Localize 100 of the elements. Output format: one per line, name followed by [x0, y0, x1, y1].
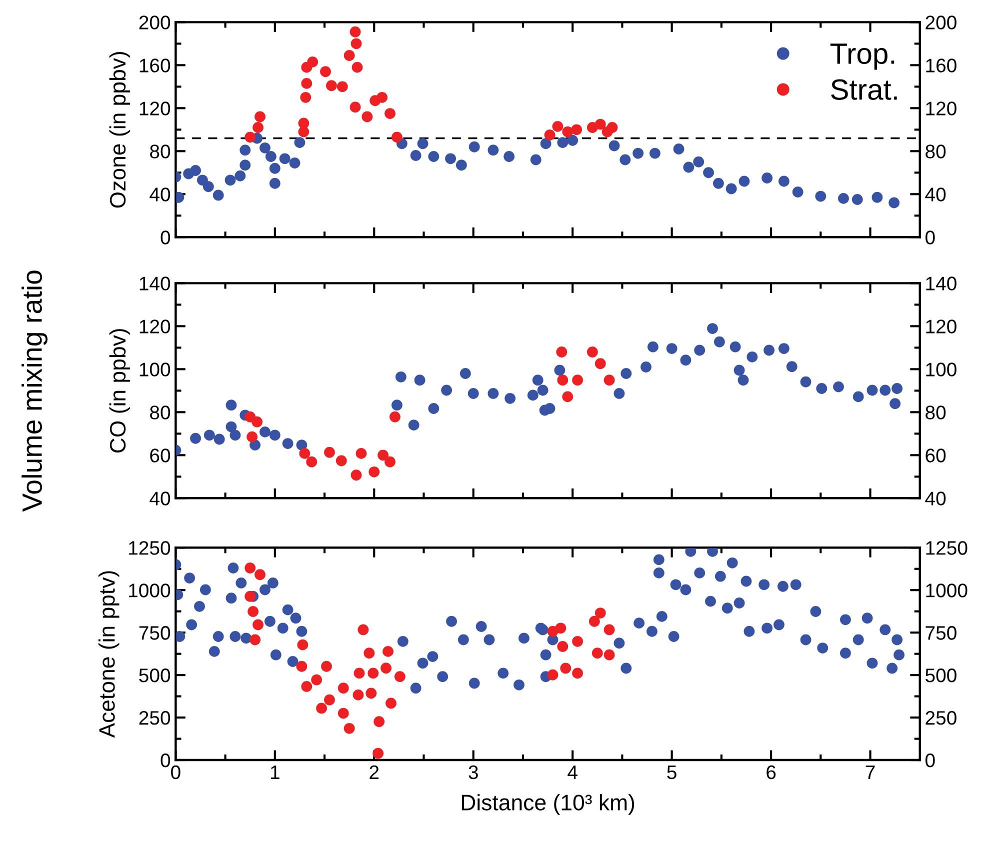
y2-tick-label: 160 [926, 58, 956, 72]
point [384, 456, 396, 468]
point [852, 194, 863, 205]
point [316, 702, 328, 714]
point [488, 144, 499, 156]
point [800, 376, 812, 388]
point [594, 118, 606, 130]
y-tick-label: 40 [150, 492, 170, 506]
point [252, 122, 264, 133]
point [604, 624, 615, 636]
point [344, 722, 355, 734]
point [252, 619, 264, 630]
y2-tick-label: 0 [926, 230, 935, 244]
point [390, 411, 400, 422]
point [712, 178, 724, 189]
point [321, 660, 332, 672]
point [680, 354, 692, 366]
x-tick-label: 5 [667, 766, 676, 780]
point [366, 688, 377, 699]
point [358, 624, 369, 636]
point [604, 649, 615, 660]
point [640, 362, 652, 372]
point [414, 374, 426, 386]
point [254, 569, 266, 580]
point [562, 126, 574, 138]
x-tick-label: 6 [766, 765, 776, 780]
point [726, 183, 737, 194]
y2-tick-label: 80 [926, 144, 946, 158]
point [620, 368, 632, 379]
point [265, 151, 276, 162]
point [592, 648, 603, 659]
point [632, 148, 644, 159]
point [338, 708, 349, 719]
point [786, 361, 798, 372]
point [778, 343, 790, 354]
point [547, 669, 558, 680]
point [230, 430, 241, 441]
point [352, 689, 364, 700]
point [606, 122, 618, 133]
y-tick-label: 100 [140, 362, 170, 376]
point [588, 616, 600, 627]
y2-tick-label: 1250 [926, 541, 968, 555]
point [352, 62, 363, 73]
point [703, 167, 714, 178]
point [614, 388, 625, 399]
point [240, 144, 251, 156]
point [572, 636, 584, 647]
point [572, 668, 584, 679]
point [350, 102, 361, 113]
y2-tick-label: 200 [926, 16, 956, 30]
y-tick-label: 40 [150, 188, 170, 202]
point [246, 431, 258, 442]
point [556, 346, 568, 358]
y2-tick-label: 250 [926, 711, 956, 725]
point [571, 124, 582, 136]
point [488, 388, 499, 399]
point [572, 374, 584, 386]
point [301, 680, 312, 692]
point [544, 403, 556, 414]
point [540, 138, 552, 150]
point [362, 111, 373, 122]
y2-tick-label: 60 [926, 448, 946, 462]
point [214, 434, 225, 445]
point [666, 343, 678, 354]
point [324, 446, 335, 458]
point [234, 170, 246, 182]
point [527, 390, 538, 401]
point [190, 432, 201, 444]
point [250, 634, 261, 646]
point [445, 153, 456, 164]
point [468, 388, 479, 399]
point [338, 682, 349, 694]
point [378, 450, 389, 461]
point [380, 662, 392, 674]
point [532, 374, 544, 386]
point [307, 56, 318, 68]
point [738, 374, 749, 386]
point [244, 132, 256, 143]
point [248, 606, 259, 617]
point [368, 466, 380, 478]
point [294, 137, 306, 148]
point [384, 108, 396, 119]
point [244, 562, 256, 574]
point [354, 668, 365, 679]
point [694, 344, 706, 356]
point [567, 134, 578, 146]
point [226, 421, 237, 432]
point [428, 151, 440, 162]
point [364, 648, 375, 659]
point [254, 111, 266, 122]
point [537, 384, 548, 396]
point [762, 172, 773, 184]
point [557, 641, 568, 652]
point [815, 190, 826, 202]
y-tick-label: 1000 [129, 584, 170, 598]
y-tick-label: 120 [140, 320, 170, 334]
point [872, 192, 883, 203]
point [562, 391, 574, 402]
point [324, 694, 335, 706]
point [707, 323, 718, 334]
